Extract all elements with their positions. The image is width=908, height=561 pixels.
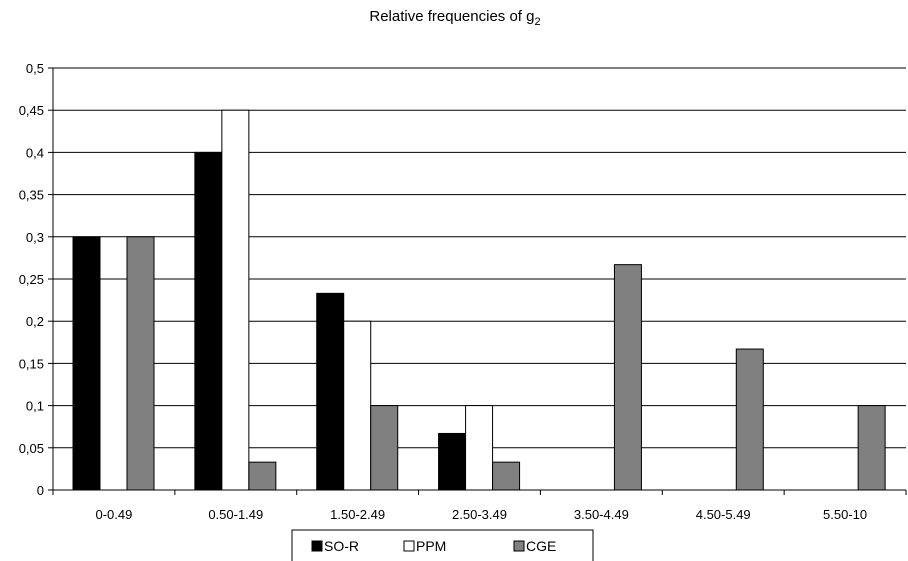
- y-tick-label: 0,1: [26, 399, 44, 414]
- bar-cge-7: [857, 405, 886, 491]
- y-tick-label: 0,2: [26, 314, 44, 329]
- bar-cge-3: [370, 405, 399, 491]
- y-tick-label: 0,3: [26, 230, 44, 245]
- bar-so-r-2: [194, 151, 223, 491]
- bar-so-r-1: [72, 236, 101, 491]
- legend-swatch-so-r: [311, 540, 323, 552]
- bar-cge-6: [735, 348, 764, 491]
- y-tick-label: 0,45: [19, 103, 44, 118]
- legend-label-cge: CGE: [526, 538, 556, 554]
- bar-ppm-1: [99, 278, 128, 491]
- legend-label-so-r: SO-R: [324, 538, 359, 554]
- y-tick-label: 0,05: [19, 441, 44, 456]
- bar-ppm-2: [221, 109, 250, 491]
- axes: [52, 68, 907, 495]
- bar-cge-1: [126, 236, 155, 491]
- bar-so-r-3: [316, 292, 345, 491]
- bar-ppm-4: [465, 405, 494, 491]
- y-tick-label: 0,25: [19, 272, 44, 287]
- x-tick-label: 2.50-3.49: [452, 507, 507, 522]
- legend-swatch-ppm: [403, 540, 415, 552]
- y-tick-label: 0,4: [26, 145, 44, 160]
- y-tick-label: 0,35: [19, 188, 44, 203]
- x-tick-label: 0-0.49: [95, 507, 132, 522]
- x-tick-label: 1.50-2.49: [330, 507, 385, 522]
- x-tick-label: 5.50-10: [823, 507, 867, 522]
- x-tick-label: 3.50-4.49: [574, 507, 629, 522]
- y-tick-label: 0,5: [26, 61, 44, 76]
- chart-title-text: Relative frequencies of g: [369, 8, 534, 25]
- bar-cge-5: [613, 264, 642, 491]
- bar-ppm-3: [343, 320, 372, 491]
- bar-cge-2: [248, 461, 277, 491]
- chart-title: Relative frequencies of g2: [369, 8, 540, 28]
- legend-swatch-cge: [513, 540, 525, 552]
- bars: [72, 109, 886, 491]
- bar-cge-4: [492, 461, 521, 491]
- legend-label-ppm: PPM: [416, 538, 446, 554]
- bar-so-r-4: [438, 432, 467, 491]
- x-tick-label: 4.50-5.49: [696, 507, 751, 522]
- x-tick-label: 0.50-1.49: [208, 507, 263, 522]
- y-tick-label: 0: [37, 483, 44, 498]
- y-axis-tick-labels: 0 0,05 0,1 0,15 0,2 0,25 0,3 0,35 0,4 0,45 0,5: [19, 61, 44, 498]
- legend-box: [291, 529, 594, 561]
- y-tick-label: 0,15: [19, 356, 44, 371]
- x-axis-tick-labels: 0-0.49 0.50-1.49 1.50-2.49 2.50-3.49 3.50-4.…: [95, 507, 867, 522]
- chart-title-subscript: 2: [534, 16, 540, 28]
- legend: SO-R PPM CGE: [291, 529, 594, 561]
